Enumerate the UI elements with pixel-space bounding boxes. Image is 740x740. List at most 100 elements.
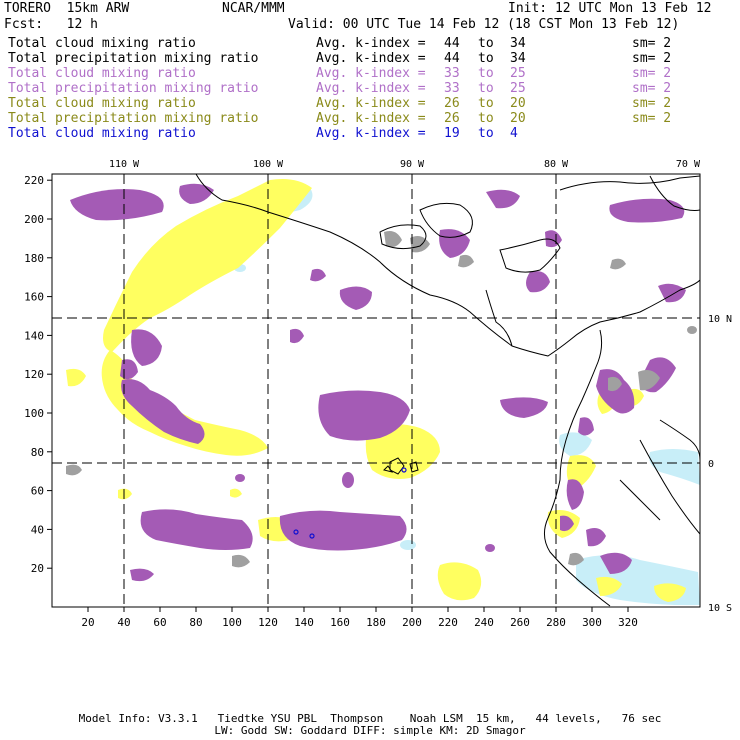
legend-from: 33 [444,66,460,81]
legend-kindex: Avg. k-index = [316,111,426,126]
latitude-label: 10 N [708,314,732,325]
x-tick-label: 100 [222,616,242,629]
x-tick-label: 320 [618,616,638,629]
x-tick-label: 300 [582,616,602,629]
latitude-labels: 10 N 0 10 S [708,314,732,614]
legend-field: Total cloud mixing ratio [8,126,196,141]
legend-to-word: to [478,51,494,66]
legend-to-word: to [478,81,494,96]
legend-kindex: Avg. k-index = [316,66,426,81]
y-axis-ticks: 20 40 60 80 100 120 140 160 180 200 220 [24,174,52,575]
y-tick-label: 120 [24,368,44,381]
legend-to: 20 [510,96,526,111]
x-tick-label: 80 [189,616,202,629]
legend-sm: sm= 2 [632,96,672,111]
legend-from: 26 [444,96,460,111]
x-tick-label: 200 [402,616,422,629]
valid-time: Valid: 00 UTC Tue 14 Feb 12 (18 CST Mon … [288,17,680,32]
gray-cloud-areas [66,231,697,568]
legend-field: Total precipitation mixing ratio [8,111,259,126]
model-title: TORERO 15km ARW [4,1,130,16]
longitude-label: 90 W [400,159,425,170]
y-tick-label: 160 [24,291,44,304]
longitude-label: 100 W [253,159,284,170]
latitude-label: 10 S [708,603,732,614]
legend-from: 19 [444,126,460,141]
legend-to: 34 [510,36,526,51]
coastlines [195,174,700,607]
legend-kindex: Avg. k-index = [316,96,426,111]
legend-row: Total cloud mixing ratio Avg. k-index = 33… [8,66,738,81]
legend-field: Total cloud mixing ratio [8,66,196,81]
x-tick-label: 260 [510,616,530,629]
y-tick-label: 80 [31,446,44,459]
y-tick-label: 60 [31,485,44,498]
legend-field: Total cloud mixing ratio [8,96,196,111]
y-tick-label: 180 [24,252,44,265]
legend-from: 26 [444,111,460,126]
legend-to: 20 [510,111,526,126]
y-tick-label: 220 [24,174,44,187]
legend-row: Total precipitation mixing ratio Avg. k-i… [8,111,738,126]
legend-sm: sm= 2 [632,51,672,66]
y-tick-label: 200 [24,213,44,226]
x-tick-label: 40 [117,616,130,629]
legend-row: Total cloud mixing ratio Avg. k-index = 44… [8,36,738,51]
legend-to-word: to [478,36,494,51]
longitude-labels: 110 W 100 W 90 W 80 W 70 W [109,159,701,170]
purple-cloud-areas [70,183,686,582]
init-time: Init: 12 UTC Mon 13 Feb 12 [508,1,712,16]
lat-lon-grid [52,174,700,607]
y-tick-label: 140 [24,329,44,342]
x-tick-label: 280 [546,616,566,629]
legend-row: Total cloud mixing ratio Avg. k-index = 19… [8,126,738,141]
legend-kindex: Avg. k-index = [316,81,426,96]
x-tick-label: 20 [81,616,94,629]
legend-to-word: to [478,111,494,126]
x-tick-label: 220 [438,616,458,629]
legend-sm: sm= 2 [632,36,672,51]
legend-to-word: to [478,66,494,81]
organization: NCAR/MMM [222,1,285,16]
legend-sm: sm= 2 [632,81,672,96]
legend-to: 34 [510,51,526,66]
longitude-label: 110 W [109,159,140,170]
x-tick-label: 140 [294,616,314,629]
x-tick-label: 120 [258,616,278,629]
legend-row: Total precipitation mixing ratio Avg. k-i… [8,51,738,66]
x-tick-label: 240 [474,616,494,629]
y-tick-label: 20 [31,562,44,575]
legend-to: 4 [510,126,518,141]
longitude-label: 80 W [544,159,569,170]
legend-to-word: to [478,126,494,141]
legend-kindex: Avg. k-index = [316,126,426,141]
legend-to-word: to [478,96,494,111]
x-axis-ticks: 20 40 60 80 100 120 140 160 180 200 220 240 260 280 30… [81,607,638,629]
x-tick-label: 180 [366,616,386,629]
legend-field: Total precipitation mixing ratio [8,51,259,66]
legend-sm: sm= 2 [632,66,672,81]
legend-field: Total cloud mixing ratio [8,36,196,51]
legend-kindex: Avg. k-index = [316,36,426,51]
forecast-hour: Fcst: 12 h [4,17,98,32]
legend-to: 25 [510,81,526,96]
latitude-label: 0 [708,459,714,470]
legend-to: 25 [510,66,526,81]
blue-cloud-marks [293,467,407,539]
x-tick-label: 160 [330,616,350,629]
y-tick-label: 40 [31,523,44,536]
x-tick-label: 60 [153,616,166,629]
legend-sm: sm= 2 [632,111,672,126]
y-tick-label: 100 [24,407,44,420]
longitude-label: 70 W [676,159,701,170]
legend-row: Total precipitation mixing ratio Avg. k-i… [8,81,738,96]
model-info: Model Info: V3.3.1 Tiedtke YSU PBL Thomp… [78,712,662,725]
model-physics: LW: Godd SW: Goddard DIFF: simple KM: 2D… [214,724,526,737]
legend-from: 33 [444,81,460,96]
legend-field: Total precipitation mixing ratio [8,81,259,96]
legend-from: 44 [444,51,460,66]
legend-from: 44 [444,36,460,51]
legend-row: Total cloud mixing ratio Avg. k-index = 26… [8,96,738,111]
legend-kindex: Avg. k-index = [316,51,426,66]
